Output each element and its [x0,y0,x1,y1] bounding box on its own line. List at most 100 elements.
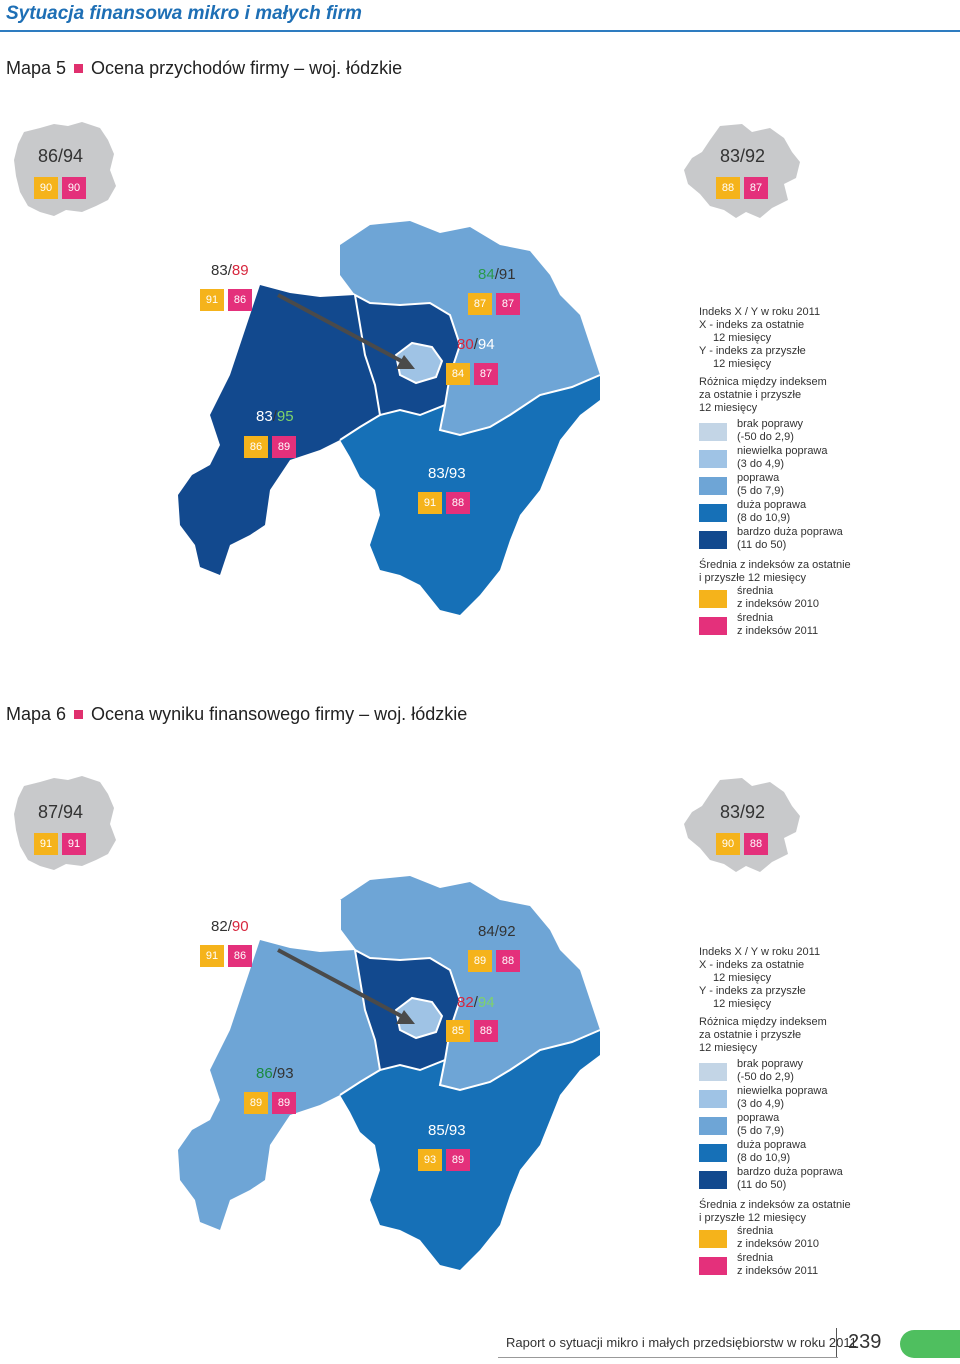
legend-avg-2010: średnia z indeksów 2010 [699,585,879,612]
legend-x-line1: X - indeks za ostatnie [699,319,805,331]
footer-text: Raport o sytuacji mikro i małych przedsi… [506,1335,857,1350]
map6-poland-ratio: 87/94 [38,802,84,822]
page-header: Sytuacja finansowa mikro i małych firm [0,0,960,28]
legend-swatch [699,1144,727,1162]
map6-poland-shape [14,776,116,870]
map5-region-5-ratio: 83/93 [428,465,466,482]
map5-region-4-badge-2011: 89 [272,436,296,458]
legend-class-bardzo-duza: bardzo duża poprawa (11 do 50) [699,526,879,553]
map6-region-4-badge-2010: 89 [244,1092,268,1114]
legend-diff-line1: Różnica między indeksem [699,1016,827,1028]
map5-voivodeship-badge-2011: 87 [744,177,768,199]
bullet-icon [74,709,84,719]
map6-region-3-badge-2010: 85 [446,1020,470,1042]
map6-region-2-badge-2010: 89 [468,950,492,972]
map5-poland-shape [14,122,116,216]
map5-region-2-badge-2011: 87 [496,293,520,315]
legend-y-line1: Y - indeks za przyszłe [699,345,806,357]
legend-y-line1: Y - indeks za przyszłe [699,985,806,997]
map5-region-2-badge-2010: 87 [468,293,492,315]
map6-legend: Indeks X / Y w roku 2011 X - indeks za o… [699,946,879,1277]
map5-poland-badge-2010: 90 [34,177,58,199]
map5-region-map [178,221,601,615]
legend-swatch [699,590,727,608]
map5-voivodeship-badge-2010: 88 [716,177,740,199]
legend-x-line2: 12 miesięcy [713,972,772,984]
header-rule [0,30,960,32]
legend-diff-line2: za ostatnie i przyszłe [699,1029,802,1041]
map5-region-5-badge-2011: 88 [446,492,470,514]
map5-legend: Indeks X / Y w roku 2011 X - indeks za o… [699,306,879,639]
legend-class-niewielka: niewielka poprawa (3 do 4,9) [699,445,879,472]
map6-region-1-badge-2011: 86 [228,945,252,967]
legend-avg-line2: i przyszłe 12 miesięcy [699,1212,806,1224]
map5-region-northeast [340,221,600,435]
map6-region-4-ratio: 86/93 [256,1065,294,1082]
map6-region-northeast [340,876,600,1090]
map6-region-1-ratio: 82/90 [211,918,249,935]
map6-number: Mapa 6 [6,704,67,724]
map6-poland-badge-2010: 91 [34,833,58,855]
legend-swatch [699,504,727,522]
map5-region-5-badge-2010: 91 [418,492,442,514]
legend-swatch [699,423,727,441]
map6-title: Mapa 6 Ocena wyniku finansowego firmy – w… [6,704,467,725]
legend-diff-line1: Różnica między indeksem [699,376,827,388]
map5-region-1-badge-2011: 86 [228,289,252,311]
map6-region-map [178,876,601,1270]
legend-swatch [699,1063,727,1081]
legend-swatch [699,1117,727,1135]
footer-divider [836,1328,837,1358]
legend-class-poprawa: poprawa (5 do 7,9) [699,1112,879,1139]
legend-diff-line3: 12 miesięcy [699,402,758,414]
map5-region-3-badge-2010: 84 [446,363,470,385]
legend-swatch [699,617,727,635]
legend-swatch [699,450,727,468]
footer-rule [498,1357,838,1358]
map6-arrow-icon [277,948,415,1024]
map6-region-1-badge-2010: 91 [200,945,224,967]
legend-avg-2011: średnia z indeksów 2011 [699,612,879,639]
legend-y-line2: 12 miesięcy [713,358,772,370]
legend-index-title: Indeks X / Y w roku 2011 [699,306,821,318]
legend-avg-line1: Średnia z indeksów za ostatnie [699,1199,851,1211]
legend-class-niewielka: niewielka poprawa (3 do 4,9) [699,1085,879,1112]
legend-swatch [699,1171,727,1189]
legend-diff-line2: za ostatnie i przyszłe [699,389,802,401]
map5-arrow-icon [277,293,415,369]
map5-region-4-ratio: 83/95 [256,408,294,425]
map6-region-5-ratio: 85/93 [428,1122,466,1139]
map5-region-south [340,375,600,615]
legend-x-line2: 12 miesięcy [713,332,772,344]
map5-region-1-badge-2010: 91 [200,289,224,311]
map6-poland-badge-2011: 91 [62,833,86,855]
legend-avg-2010: średnia z indeksów 2010 [699,1225,879,1252]
map5-title: Mapa 5 Ocena przychodów firmy – woj. łódz… [6,58,402,79]
map6-region-south [340,1030,600,1270]
map5-title-text: Ocena przychodów firmy – woj. łódzkie [91,58,403,78]
legend-class-bardzo-duza: bardzo duża poprawa (11 do 50) [699,1166,879,1193]
map5-region-1-ratio: 83/89 [211,262,249,279]
map6-region-2-badge-2011: 88 [496,950,520,972]
legend-x-line1: X - indeks za ostatnie [699,959,805,971]
map5-region-4-badge-2010: 86 [244,436,268,458]
map5-region-west [178,285,380,575]
page-header-title: Sytuacja finansowa mikro i małych firm [6,3,362,24]
footer-page-number: 239 [848,1331,882,1353]
map6-title-text: Ocena wyniku finansowego firmy – woj. łó… [91,704,468,724]
map5-region-3-badge-2011: 87 [474,363,498,385]
map6-voivodeship-badge-2010: 90 [716,833,740,855]
legend-class-brak: brak poprawy (-50 do 2,9) [699,418,879,445]
footer-green-tab [900,1330,960,1358]
map5-voivodeship-ratio: 83/92 [720,146,766,166]
legend-index-title: Indeks X / Y w roku 2011 [699,946,821,958]
map5-number: Mapa 5 [6,58,67,78]
map6-voivodeship-badge-2011: 88 [744,833,768,855]
map6-region-city [396,998,442,1038]
map6-region-3-badge-2011: 88 [474,1020,498,1042]
legend-avg-line2: i przyszłe 12 miesięcy [699,572,806,584]
legend-diff-line3: 12 miesięcy [699,1042,758,1054]
map5-region-3-ratio: 80/94 [457,336,495,353]
bullet-icon [74,63,84,73]
map6-region-west [178,940,380,1230]
